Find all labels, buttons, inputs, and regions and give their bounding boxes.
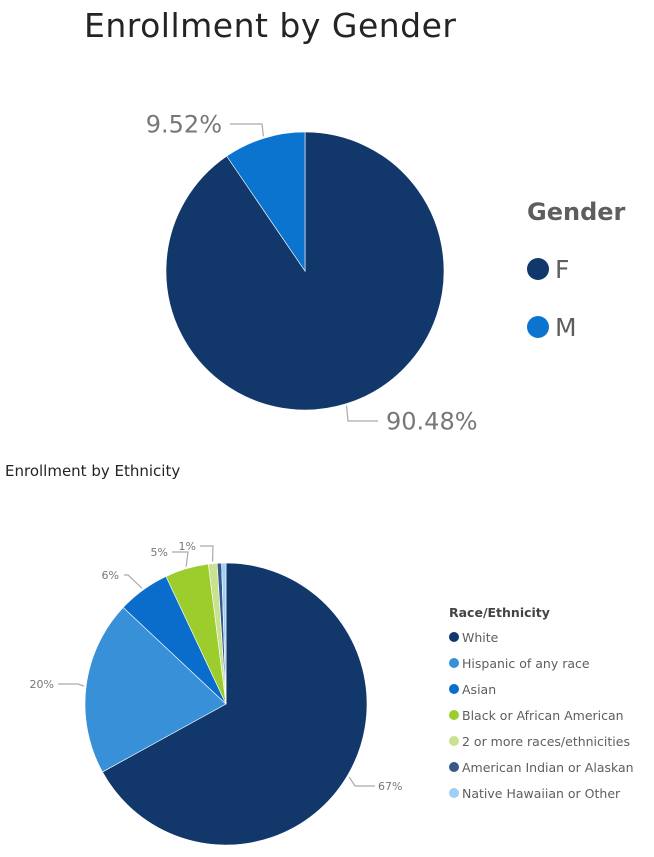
pie-slice-hispanic-of-any-race[interactable]	[84, 607, 227, 773]
leader-line	[345, 405, 378, 422]
legend-item[interactable]: Asian	[449, 676, 634, 702]
legend-label: Hispanic of any race	[462, 655, 590, 671]
leader-line	[200, 545, 214, 562]
legend-item[interactable]: Native Hawaiian or Other	[449, 780, 634, 806]
legend-label: Black or African American	[462, 707, 624, 723]
leader-line	[172, 551, 189, 567]
legend-title: Race/Ethnicity	[449, 605, 550, 620]
data-label: 20%	[30, 678, 54, 691]
pie-slice-m[interactable]	[226, 131, 306, 272]
pie-slice-native-hawaiian-or-other[interactable]	[221, 562, 227, 705]
legend-item[interactable]: Black or African American	[449, 702, 634, 728]
leader-line	[230, 123, 265, 137]
legend-item[interactable]: 2 or more races/ethnicities	[449, 728, 634, 754]
legend-dot-icon	[449, 762, 459, 772]
legend-item[interactable]: M	[527, 298, 625, 356]
legend-label: M	[555, 312, 577, 342]
legend-label: 2 or more races/ethnicities	[462, 733, 630, 749]
legend-title: Gender	[527, 198, 626, 226]
data-label: 90.48%	[386, 407, 478, 435]
legend-dot-icon	[449, 788, 459, 798]
data-label: 6%	[102, 569, 119, 582]
legend-item[interactable]: White	[449, 624, 634, 650]
legend-dot-icon	[527, 316, 549, 338]
data-label: 67%	[378, 780, 402, 793]
legend-dot-icon	[449, 684, 459, 694]
legend-dot-icon	[449, 736, 459, 746]
gender-chart-title: Enrollment by Gender	[84, 6, 457, 45]
legend-item[interactable]: F	[527, 240, 625, 298]
pie-slice-white[interactable]	[102, 562, 368, 846]
data-label: 5%	[151, 546, 168, 559]
legend-label: Asian	[462, 681, 497, 697]
data-label: 1%	[179, 540, 196, 553]
legend-item[interactable]: American Indian or Alaskan	[449, 754, 634, 780]
legend-dot-icon	[449, 658, 459, 668]
legend-item[interactable]: Hispanic of any race	[449, 650, 634, 676]
legend-label: Native Hawaiian or Other	[462, 785, 621, 801]
legend-dot-icon	[449, 710, 459, 720]
legend-label: American Indian or Alaskan	[462, 759, 634, 775]
legend-dot-icon	[527, 258, 549, 280]
data-label: 9.52%	[146, 110, 222, 138]
leader-line	[124, 574, 143, 589]
leader-line	[58, 683, 85, 687]
ethnicity-chart-title: Enrollment by Ethnicity	[5, 462, 181, 480]
legend-dot-icon	[449, 632, 459, 642]
legend-label: White	[462, 629, 499, 645]
legend-label: F	[555, 254, 570, 284]
leader-line	[348, 776, 375, 787]
ethnicity-legend: Race/Ethnicity White Hispanic of any race…	[449, 605, 634, 806]
